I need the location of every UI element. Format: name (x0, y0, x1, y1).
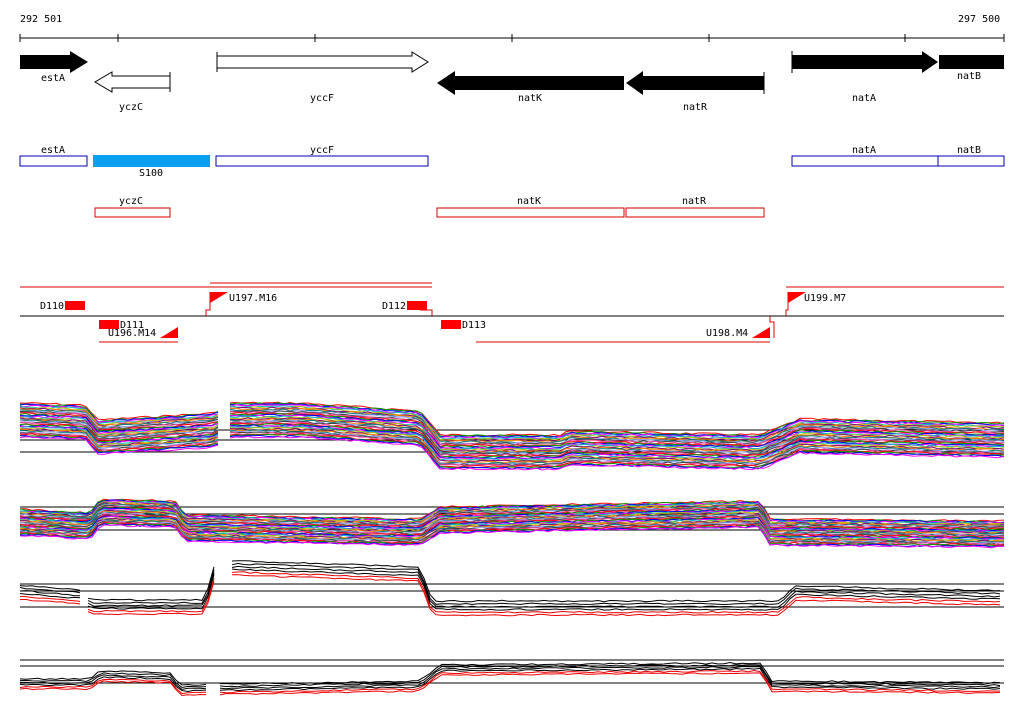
gene-label: natK (518, 93, 542, 104)
gene-label: yczC (119, 102, 143, 113)
forward-feature-track: estA S100 yccF natA natB (19, 145, 1005, 179)
ruler-ticks (19, 34, 1005, 42)
reverse-feature-track: yczC natK natR (94, 196, 765, 218)
svg-text:D112: D112 (382, 301, 406, 312)
expression-track-3 (19, 560, 1004, 617)
mark-U197.M16[interactable]: U197.M16 (210, 292, 277, 304)
gene-label: estA (41, 73, 65, 84)
svg-text:D113: D113 (462, 320, 486, 331)
feature-natA[interactable]: natA (791, 145, 939, 167)
coordinate-ruler: 292 501 297 500 (19, 14, 1005, 42)
svg-text:natK: natK (517, 196, 541, 207)
feature-natR[interactable]: natR (625, 196, 765, 218)
ruler-start-label: 292 501 (20, 14, 62, 25)
feature-S100[interactable]: S100 (93, 155, 210, 179)
gene-estA[interactable]: estA (20, 51, 88, 84)
feature-natB[interactable]: natB (937, 145, 1005, 167)
svg-text:U199.M7: U199.M7 (804, 293, 846, 304)
gene-yccF[interactable]: yccF (216, 51, 429, 104)
mark-U199.M7[interactable]: U199.M7 (788, 292, 846, 304)
mark-D113[interactable]: D113 (441, 320, 486, 331)
svg-text:natR: natR (682, 196, 707, 207)
mark-D110[interactable]: D110 (40, 301, 85, 312)
mark-D112[interactable]: D112 (382, 301, 427, 312)
gene-yczC[interactable]: yczC (94, 71, 171, 113)
svg-text:U197.M16: U197.M16 (229, 293, 277, 304)
expression-track-4 (19, 659, 1004, 697)
feature-yccF[interactable]: yccF (215, 145, 429, 167)
mark-U196.M14[interactable]: U196.M14 (108, 327, 178, 339)
gene-track: estA yczC yccF natK natR natA natB (20, 51, 1004, 113)
svg-text:D111: D111 (120, 320, 144, 331)
mark-D111[interactable]: D111 (99, 320, 144, 331)
mark-U198.M4[interactable]: U198.M4 (706, 327, 770, 339)
gene-natA[interactable]: natA (791, 51, 938, 104)
expression-track-1 (19, 401, 1005, 471)
gene-label: natR (683, 102, 708, 113)
svg-text:natA: natA (852, 145, 876, 156)
regulation-track: D110 D111 U196.M14 U197.M16 D112 D113 U1… (20, 282, 1004, 343)
svg-text:U196.M14: U196.M14 (108, 328, 156, 339)
gene-label: yccF (310, 93, 334, 104)
gene-natK[interactable]: natK (437, 71, 624, 104)
gene-natR[interactable]: natR (626, 71, 765, 113)
feature-yczC[interactable]: yczC (94, 196, 171, 218)
ruler-end-label: 297 500 (958, 14, 1000, 25)
svg-text:natB: natB (957, 145, 981, 156)
gene-label: natB (957, 71, 981, 82)
gene-natB[interactable]: natB (939, 55, 1004, 82)
svg-text:estA: estA (41, 145, 65, 156)
feature-natK[interactable]: natK (436, 196, 625, 218)
svg-text:yccF: yccF (310, 145, 334, 156)
expression-track-2 (19, 498, 1005, 549)
svg-text:D110: D110 (40, 301, 64, 312)
svg-text:U198.M4: U198.M4 (706, 328, 748, 339)
feature-estA[interactable]: estA (19, 145, 88, 167)
svg-text:S100: S100 (139, 168, 163, 179)
gene-label: natA (852, 93, 876, 104)
svg-text:yczC: yczC (119, 196, 143, 207)
